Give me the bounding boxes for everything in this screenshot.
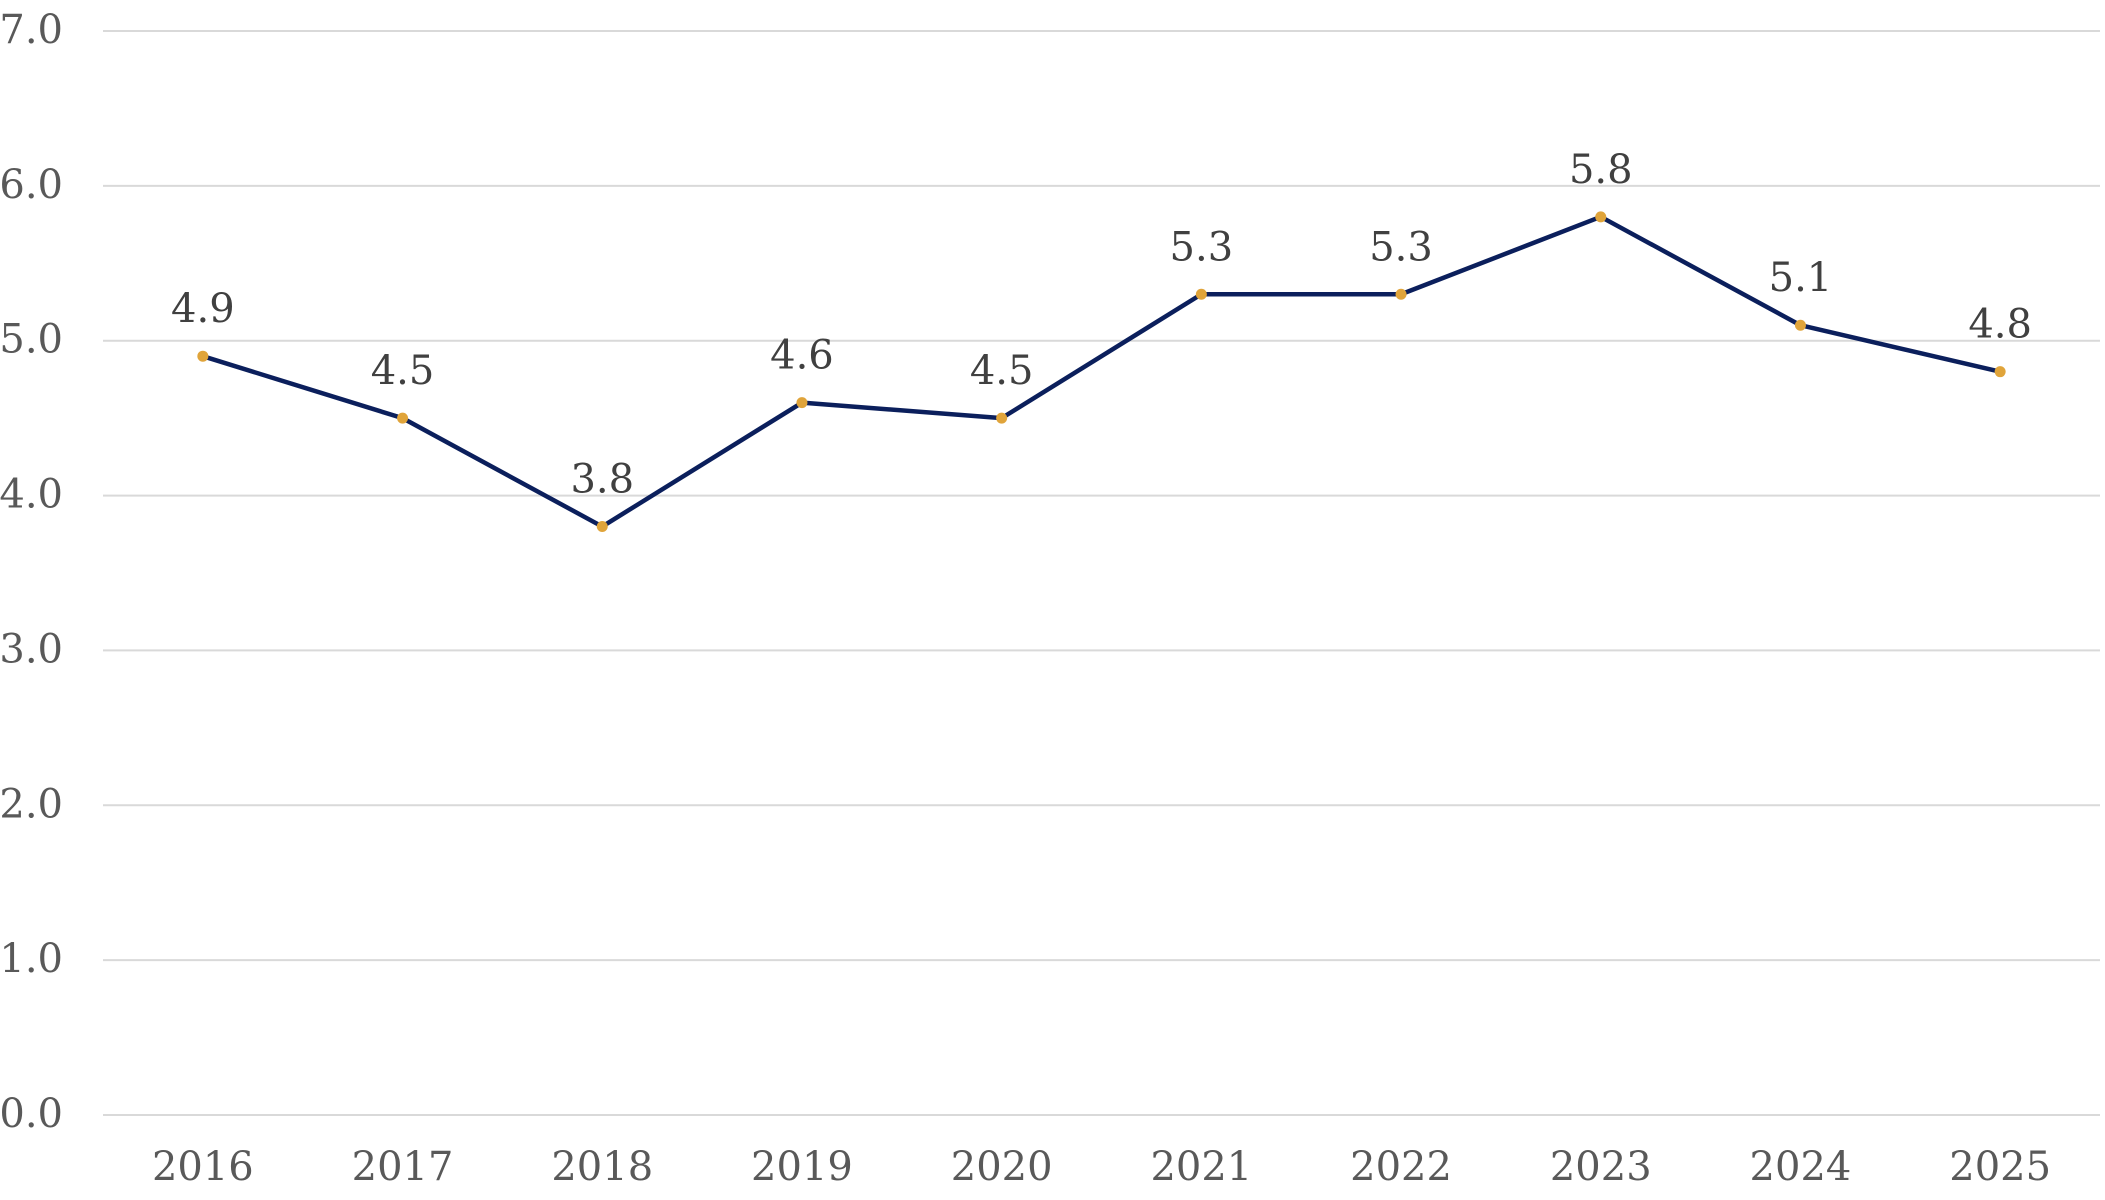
gridlines [103, 30, 2100, 1116]
y-tick-label: 7.0 [0, 7, 63, 53]
data-label: 5.1 [1769, 255, 1833, 301]
data-label: 5.3 [1170, 224, 1234, 270]
x-tick-label: 2021 [1150, 1144, 1252, 1190]
data-point [596, 521, 608, 533]
y-tick-label: 6.0 [0, 162, 63, 208]
y-tick-label: 3.0 [0, 626, 63, 672]
data-label: 4.5 [970, 348, 1034, 394]
data-label: 4.8 [1968, 302, 2032, 348]
x-axis-tick-labels: 2016 2017 2018 2019 2020 2021 2022 2023 2024 2025 [152, 1144, 2051, 1190]
data-point [796, 397, 808, 409]
data-point [1794, 319, 1806, 331]
data-point [1195, 288, 1207, 300]
data-point [996, 412, 1008, 424]
data-point [1395, 288, 1407, 300]
data-label: 5.8 [1569, 147, 1633, 193]
data-label: 5.3 [1369, 224, 1433, 270]
series-layer [202, 214, 2001, 529]
x-tick-label: 2017 [352, 1144, 454, 1190]
y-tick-label: 2.0 [0, 781, 63, 827]
marker-layer [197, 211, 2006, 533]
x-tick-label: 2023 [1550, 1144, 1652, 1190]
x-tick-label: 2025 [1949, 1144, 2051, 1190]
x-tick-label: 2019 [751, 1144, 853, 1190]
data-label: 4.5 [371, 348, 435, 394]
x-tick-label: 2022 [1350, 1144, 1452, 1190]
x-tick-label: 2024 [1750, 1144, 1852, 1190]
data-point [1595, 211, 1607, 223]
y-tick-label: 5.0 [0, 317, 63, 363]
x-tick-label: 2018 [551, 1144, 653, 1190]
y-tick-label: 0.0 [0, 1091, 63, 1137]
data-point [197, 350, 209, 362]
y-tick-label: 4.0 [0, 472, 63, 518]
data-point [1994, 366, 2006, 378]
data-label-layer: 4.9 4.5 3.8 4.6 4.5 5.3 5.3 5.8 5.1 4.8 [171, 147, 2032, 503]
x-tick-label: 2020 [951, 1144, 1053, 1190]
data-label: 3.8 [570, 457, 634, 503]
data-point [397, 412, 409, 424]
data-label: 4.6 [770, 333, 834, 379]
data-label: 4.9 [171, 286, 235, 332]
series-line [202, 214, 2001, 529]
x-tick-label: 2016 [152, 1144, 254, 1190]
y-axis-tick-labels: 0.0 1.0 2.0 3.0 4.0 5.0 6.0 7.0 [0, 7, 63, 1137]
y-tick-label: 1.0 [0, 936, 63, 982]
